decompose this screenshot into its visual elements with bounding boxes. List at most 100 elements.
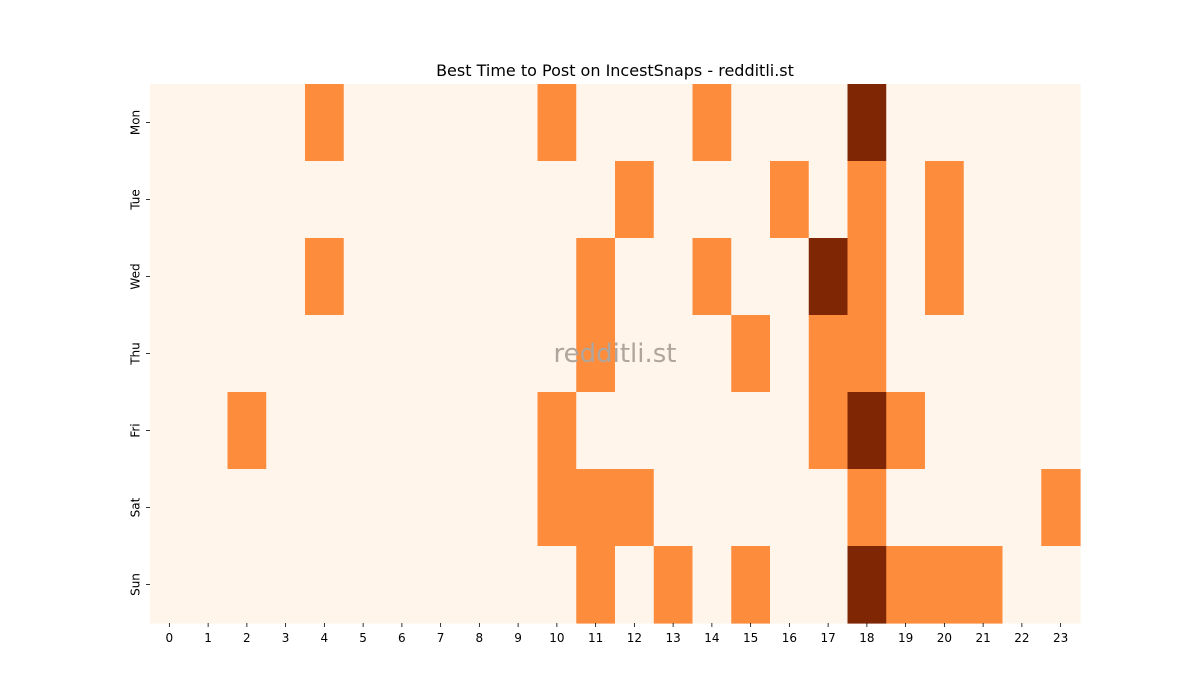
x-tick-label: 1 — [204, 631, 212, 645]
x-tick-label: 0 — [166, 631, 174, 645]
heatmap-cell-wed-19 — [886, 238, 926, 316]
heatmap-cell-fri-10 — [537, 392, 577, 470]
heatmap-cell-sun-22 — [1002, 546, 1042, 624]
heatmap-cell-fri-11 — [576, 392, 616, 470]
heatmap-cell-thu-14 — [692, 315, 732, 393]
heatmap-cell-fri-22 — [1002, 392, 1042, 470]
heatmap-cells — [150, 84, 1081, 624]
heatmap-cell-thu-16 — [770, 315, 810, 393]
heatmap-cell-fri-2 — [227, 392, 267, 470]
heatmap-cell-tue-5 — [343, 161, 384, 239]
heatmap-cell-tue-10 — [537, 161, 577, 239]
heatmap-cell-mon-9 — [498, 84, 539, 162]
heatmap-cell-tue-21 — [963, 161, 1004, 239]
heatmap-cell-wed-22 — [1002, 238, 1042, 316]
heatmap-cell-wed-2 — [227, 238, 267, 316]
heatmap-cell-wed-21 — [963, 238, 1004, 316]
heatmap-cell-sun-11 — [576, 546, 616, 624]
heatmap-cell-thu-6 — [382, 315, 422, 393]
heatmap-cell-mon-12 — [615, 84, 655, 162]
heatmap-cell-mon-5 — [343, 84, 384, 162]
heatmap-cell-mon-22 — [1002, 84, 1042, 162]
heatmap-cell-sat-16 — [770, 469, 810, 547]
heatmap-cell-wed-10 — [537, 238, 577, 316]
x-tick-label: 2 — [243, 631, 251, 645]
heatmap-cell-mon-3 — [266, 84, 306, 162]
y-tick-label: Fri — [129, 423, 143, 437]
heatmap-cell-thu-9 — [498, 315, 539, 393]
heatmap-cell-tue-15 — [731, 161, 771, 239]
x-tick-label: 15 — [743, 631, 758, 645]
heatmap-cell-fri-14 — [692, 392, 732, 470]
y-tick-label: Tue — [129, 189, 143, 211]
heatmap-cell-thu-1 — [188, 315, 229, 393]
y-tick-label: Thu — [129, 342, 143, 366]
heatmap-cell-mon-6 — [382, 84, 422, 162]
heatmap-cell-sat-20 — [925, 469, 965, 547]
heatmap-cell-wed-8 — [460, 238, 500, 316]
heatmap-cell-sun-16 — [770, 546, 810, 624]
x-tick-label: 9 — [514, 631, 522, 645]
x-tick-label: 4 — [321, 631, 329, 645]
heatmap-cell-sat-18 — [847, 469, 887, 547]
heatmap-cell-thu-20 — [925, 315, 965, 393]
heatmap-cell-fri-12 — [615, 392, 655, 470]
heatmap-cell-wed-0 — [150, 238, 190, 316]
heatmap-cell-sat-14 — [692, 469, 732, 547]
heatmap-cell-sat-9 — [498, 469, 539, 547]
heatmap-cell-wed-9 — [498, 238, 539, 316]
heatmap-cell-sun-20 — [925, 546, 965, 624]
heatmap-cell-sat-0 — [150, 469, 190, 547]
heatmap-cell-sun-3 — [266, 546, 306, 624]
heatmap-cell-fri-8 — [460, 392, 500, 470]
heatmap-cell-sat-17 — [808, 469, 849, 547]
heatmap-cell-sun-17 — [808, 546, 849, 624]
heatmap-cell-tue-20 — [925, 161, 965, 239]
heatmap-cell-fri-23 — [1041, 392, 1081, 470]
x-tick-label: 7 — [437, 631, 445, 645]
heatmap-cell-sun-13 — [653, 546, 694, 624]
heatmap-cell-fri-18 — [847, 392, 887, 470]
heatmap-cell-tue-23 — [1041, 161, 1081, 239]
heatmap-cell-mon-10 — [537, 84, 577, 162]
heatmap-cell-sat-21 — [963, 469, 1004, 547]
heatmap-cell-sun-9 — [498, 546, 539, 624]
heatmap-cell-tue-19 — [886, 161, 926, 239]
heatmap-cell-thu-8 — [460, 315, 500, 393]
heatmap-cell-thu-5 — [343, 315, 384, 393]
heatmap-cell-tue-18 — [847, 161, 887, 239]
heatmap-cell-thu-15 — [731, 315, 771, 393]
heatmap-cell-sun-15 — [731, 546, 771, 624]
heatmap-cell-tue-7 — [421, 161, 461, 239]
heatmap-cell-thu-4 — [305, 315, 345, 393]
heatmap-cell-sun-18 — [847, 546, 887, 624]
heatmap-cell-fri-4 — [305, 392, 345, 470]
x-tick-label: 6 — [398, 631, 406, 645]
y-tick-label: Sun — [129, 573, 143, 596]
heatmap-cell-sat-2 — [227, 469, 267, 547]
heatmap-cell-fri-1 — [188, 392, 229, 470]
heatmap-cell-sat-13 — [653, 469, 694, 547]
heatmap-cell-fri-7 — [421, 392, 461, 470]
heatmap-cell-tue-1 — [188, 161, 229, 239]
heatmap-cell-sat-11 — [576, 469, 616, 547]
heatmap-cell-sat-3 — [266, 469, 306, 547]
heatmap-cell-wed-6 — [382, 238, 422, 316]
heatmap-cell-tue-16 — [770, 161, 810, 239]
heatmap-cell-fri-3 — [266, 392, 306, 470]
chart-title: Best Time to Post on IncestSnaps - reddi… — [436, 61, 794, 80]
heatmap-cell-thu-7 — [421, 315, 461, 393]
heatmap-cell-fri-5 — [343, 392, 384, 470]
heatmap-cell-mon-2 — [227, 84, 267, 162]
heatmap-cell-tue-2 — [227, 161, 267, 239]
x-tick-label: 18 — [859, 631, 874, 645]
heatmap-cell-sat-19 — [886, 469, 926, 547]
heatmap-cell-sat-8 — [460, 469, 500, 547]
heatmap-cell-fri-15 — [731, 392, 771, 470]
heatmap-cell-wed-4 — [305, 238, 345, 316]
heatmap-cell-wed-7 — [421, 238, 461, 316]
x-tick-label: 10 — [549, 631, 564, 645]
heatmap-cell-sun-14 — [692, 546, 732, 624]
x-tick-label: 22 — [1014, 631, 1029, 645]
